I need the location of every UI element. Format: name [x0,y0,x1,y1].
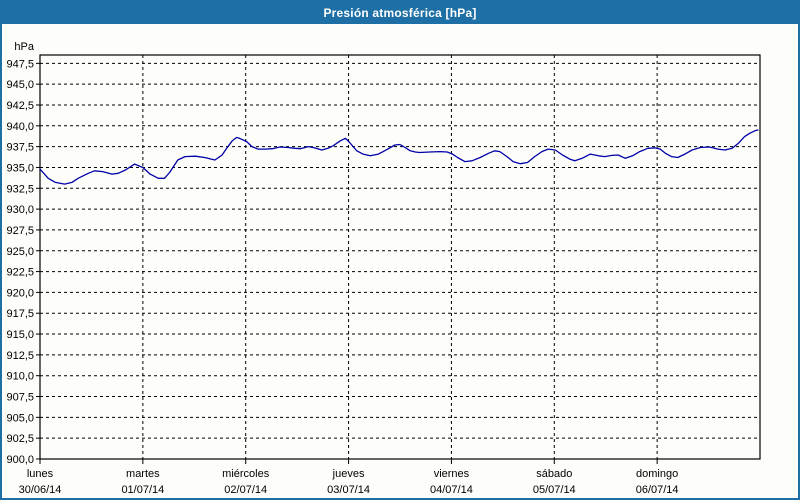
y-tick-label: 942,5 [6,100,34,112]
y-tick-label: 905,0 [6,412,34,424]
x-day-name-label: jueves [332,468,365,480]
y-tick-label: 927,5 [6,225,34,237]
x-day-date-label: 03/07/14 [327,484,370,496]
y-tick-label: 910,0 [6,371,34,383]
y-tick-label: 930,0 [6,204,34,216]
y-tick-label: 947,5 [6,58,34,70]
x-day-date-label: 06/07/14 [636,484,679,496]
x-day-name-label: miércoles [222,468,270,480]
y-tick-label: 922,5 [6,267,34,279]
y-tick-label: 932,5 [6,183,34,195]
y-tick-label: 902,5 [6,433,34,445]
x-day-date-label: 02/07/14 [224,484,267,496]
y-axis-unit-label: hPa [14,41,34,53]
y-tick-label: 925,0 [6,246,34,258]
y-tick-label: 912,5 [6,350,34,362]
x-day-date-label: 05/07/14 [533,484,576,496]
x-day-name-label: martes [126,468,160,480]
y-tick-label: 937,5 [6,142,34,154]
window-title: Presión atmosférica [hPa] [323,6,477,20]
y-tick-label: 935,0 [6,162,34,174]
window-title-bar: Presión atmosférica [hPa] [2,2,798,24]
x-day-date-label: 30/06/14 [19,484,62,496]
x-day-name-label: sábado [536,468,572,480]
y-tick-label: 900,0 [6,454,34,466]
y-tick-label: 917,5 [6,308,34,320]
pressure-line-chart: 947,5 945,0 942,5 940,0 937,5 935,0 932,5 930,0… [6,41,761,496]
y-tick-label: 945,0 [6,79,34,91]
y-tick-label: 907,5 [6,392,34,404]
y-tick-label: 920,0 [6,287,34,299]
x-day-date-label: 01/07/14 [121,484,164,496]
chart-area: 947,5 945,0 942,5 940,0 937,5 935,0 932,5 930,0… [2,24,798,498]
x-day-name-label: lunes [27,468,54,480]
y-tick-label: 915,0 [6,329,34,341]
pressure-line [39,129,759,185]
x-day-name-label: viernes [434,468,470,480]
plot-border [39,54,761,460]
x-day-date-label: 04/07/14 [430,484,473,496]
x-day-name-label: domingo [636,468,678,480]
y-tick-label: 940,0 [6,121,34,133]
